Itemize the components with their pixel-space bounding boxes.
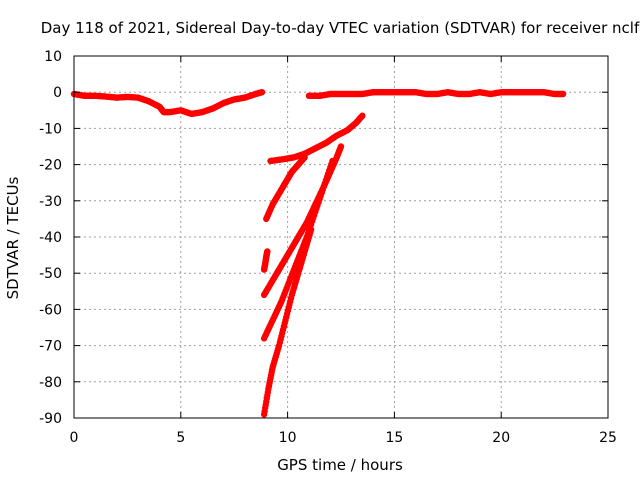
y-tick-label: -10 bbox=[39, 121, 62, 137]
chart-title: Day 118 of 2021, Sidereal Day-to-day VTE… bbox=[41, 19, 640, 37]
x-axis-ticks: 0 5 10 15 20 25 bbox=[70, 56, 617, 446]
data-point bbox=[359, 112, 366, 119]
x-tick-label: 25 bbox=[599, 430, 617, 446]
data-series bbox=[267, 112, 366, 165]
data-series bbox=[260, 157, 336, 342]
y-tick-label: -70 bbox=[39, 339, 62, 355]
data-point bbox=[337, 143, 345, 150]
y-tick-label: -80 bbox=[39, 375, 62, 391]
grid-lines bbox=[74, 56, 608, 418]
data-point bbox=[329, 157, 336, 165]
y-tick-label: -90 bbox=[39, 411, 62, 427]
y-tick-label: -50 bbox=[39, 266, 62, 282]
data-point bbox=[307, 226, 315, 233]
y-tick-label: -30 bbox=[39, 194, 62, 210]
data-point bbox=[264, 248, 271, 255]
y-tick-label: 10 bbox=[44, 49, 62, 65]
x-tick-label: 10 bbox=[279, 430, 297, 446]
y-axis-ticks: -90 -80 -70 -60 -50 -40 -30 -20 -10 0 10 bbox=[39, 49, 608, 427]
x-tick-label: 0 bbox=[70, 430, 79, 446]
data-point bbox=[258, 89, 266, 96]
data-series bbox=[305, 89, 567, 100]
data-series bbox=[260, 226, 315, 418]
y-tick-label: -40 bbox=[39, 230, 62, 246]
x-axis-label: GPS time / hours bbox=[277, 456, 403, 474]
data-points bbox=[70, 89, 567, 418]
y-tick-label: 0 bbox=[53, 85, 62, 101]
data-series bbox=[260, 248, 271, 273]
x-tick-label: 20 bbox=[492, 430, 510, 446]
y-tick-label: -20 bbox=[39, 158, 62, 174]
x-tick-label: 5 bbox=[176, 430, 185, 446]
y-tick-label: -60 bbox=[39, 302, 62, 318]
y-axis-label: SDTVAR / TECUs bbox=[4, 176, 22, 299]
data-point bbox=[559, 90, 567, 98]
x-tick-label: 15 bbox=[385, 430, 403, 446]
data-series bbox=[70, 89, 266, 118]
